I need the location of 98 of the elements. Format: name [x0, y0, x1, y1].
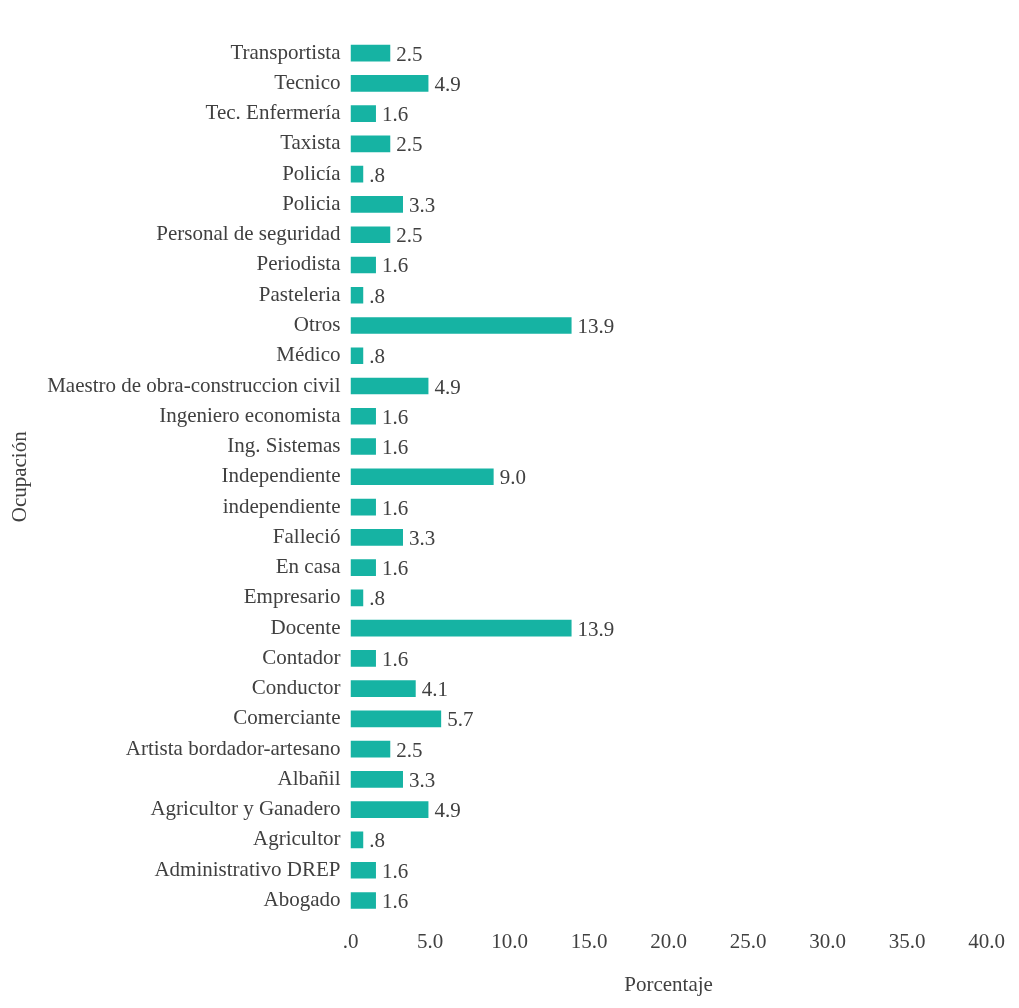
- bar: [350, 771, 403, 788]
- x-tick-label: 10.0: [491, 928, 528, 953]
- bar: [350, 710, 442, 728]
- y-tick-label: Personal de seguridad: [156, 221, 341, 246]
- bar: [350, 680, 416, 697]
- data-label: 2.5: [396, 223, 423, 248]
- data-label: 3.3: [408, 767, 436, 792]
- y-tick-label: En casa: [275, 554, 342, 579]
- y-tick-label: Ing. Sistemas: [227, 433, 341, 458]
- data-label: 4.9: [434, 374, 461, 399]
- bar: [350, 44, 391, 62]
- x-tick-label: 5.0: [416, 928, 444, 953]
- data-label: 1.6: [381, 646, 409, 671]
- y-tick-label: Médico: [276, 342, 341, 367]
- data-label: 1.6: [381, 404, 409, 429]
- y-tick-label: Comerciante: [233, 705, 341, 730]
- y-tick-label: Contador: [262, 644, 341, 669]
- bar: [350, 196, 403, 213]
- bar: [350, 75, 429, 92]
- data-label: 5.7: [447, 707, 474, 732]
- x-axis-title: Porcentaje: [624, 971, 713, 996]
- y-tick-label: Periodista: [256, 251, 342, 276]
- y-axis-title: Ocupación: [7, 430, 32, 523]
- y-tick-label: Taxista: [280, 130, 342, 155]
- y-tick-label: Ingeniero economista: [159, 402, 342, 427]
- y-tick-label: Pasteleria: [258, 281, 342, 306]
- data-label: 9.0: [499, 465, 526, 490]
- y-tick-label: Conductor: [251, 675, 341, 700]
- y-tick-label: independiente: [222, 493, 341, 518]
- x-tick-label: .0: [342, 928, 359, 953]
- data-label: 13.9: [577, 616, 615, 641]
- data-label: 2.5: [396, 132, 423, 157]
- y-tick-label: Abogado: [263, 886, 341, 911]
- data-label: .8: [369, 162, 385, 187]
- bar: [350, 135, 391, 153]
- data-label: 2.5: [396, 41, 423, 66]
- x-tick-label: 35.0: [888, 928, 926, 953]
- bar: [350, 589, 364, 607]
- bar: [350, 801, 429, 819]
- bar: [350, 438, 376, 455]
- data-label: .8: [369, 586, 385, 611]
- x-tick-label: 25.0: [729, 928, 767, 953]
- bar: [350, 105, 376, 122]
- data-label: 1.6: [381, 858, 409, 883]
- bar: [350, 650, 376, 667]
- data-label: 1.6: [381, 253, 409, 278]
- data-label: 1.6: [381, 888, 409, 913]
- data-label: 1.6: [381, 102, 409, 127]
- data-label: 3.3: [408, 192, 436, 217]
- bar: [350, 529, 403, 546]
- bar: [350, 619, 572, 637]
- bar: [350, 317, 572, 334]
- bar: [350, 286, 364, 304]
- y-tick-label: Otros: [293, 312, 341, 337]
- y-tick-label: Independiente: [221, 463, 341, 488]
- y-tick-label: Policia: [282, 190, 342, 215]
- data-label: .8: [369, 344, 385, 369]
- y-tick-label: Empresario: [243, 584, 341, 609]
- data-label: 4.9: [434, 798, 461, 823]
- bar: [350, 498, 376, 516]
- bar: [350, 377, 429, 395]
- bar: [350, 892, 376, 909]
- y-tick-label: Tecnico: [274, 69, 341, 94]
- data-label: 3.3: [408, 525, 436, 550]
- y-tick-label: Tec. Enfermería: [205, 100, 342, 125]
- y-tick-label: Falleció: [272, 523, 341, 548]
- y-tick-label: Administrativo DREP: [154, 856, 341, 881]
- y-tick-label: Transportista: [230, 39, 342, 64]
- x-tick-label: 30.0: [809, 928, 846, 953]
- bar: [350, 559, 376, 576]
- bar: [350, 407, 376, 425]
- y-tick-label: Docente: [270, 614, 341, 639]
- bar: [350, 740, 391, 758]
- data-label: 2.5: [396, 737, 423, 762]
- x-tick-label: 15.0: [570, 928, 608, 953]
- y-tick-label: Agricultor y Ganadero: [150, 796, 341, 821]
- bar: [350, 226, 391, 244]
- y-tick-label: Artista bordador-artesano: [125, 735, 341, 760]
- bar: [350, 347, 364, 365]
- bar: [350, 468, 494, 486]
- bar: [350, 831, 364, 849]
- data-label: 4.9: [434, 71, 461, 96]
- data-label: 1.6: [381, 435, 409, 460]
- x-tick-label: 40.0: [968, 928, 1005, 953]
- bar: [350, 256, 376, 274]
- data-label: 1.6: [381, 495, 409, 520]
- y-tick-label: Policía: [282, 160, 342, 185]
- y-tick-label: Agricultor: [253, 826, 341, 851]
- data-label: .8: [369, 828, 385, 853]
- data-label: 13.9: [577, 314, 615, 339]
- data-label: 4.1: [421, 677, 448, 702]
- data-label: .8: [369, 283, 385, 308]
- bar: [350, 861, 376, 879]
- bar: [350, 165, 364, 183]
- data-label: 1.6: [381, 556, 409, 581]
- x-tick-label: 20.0: [650, 928, 687, 953]
- y-tick-label: Maestro de obra-construccion civil: [47, 372, 341, 397]
- y-tick-label: Albañil: [277, 765, 341, 790]
